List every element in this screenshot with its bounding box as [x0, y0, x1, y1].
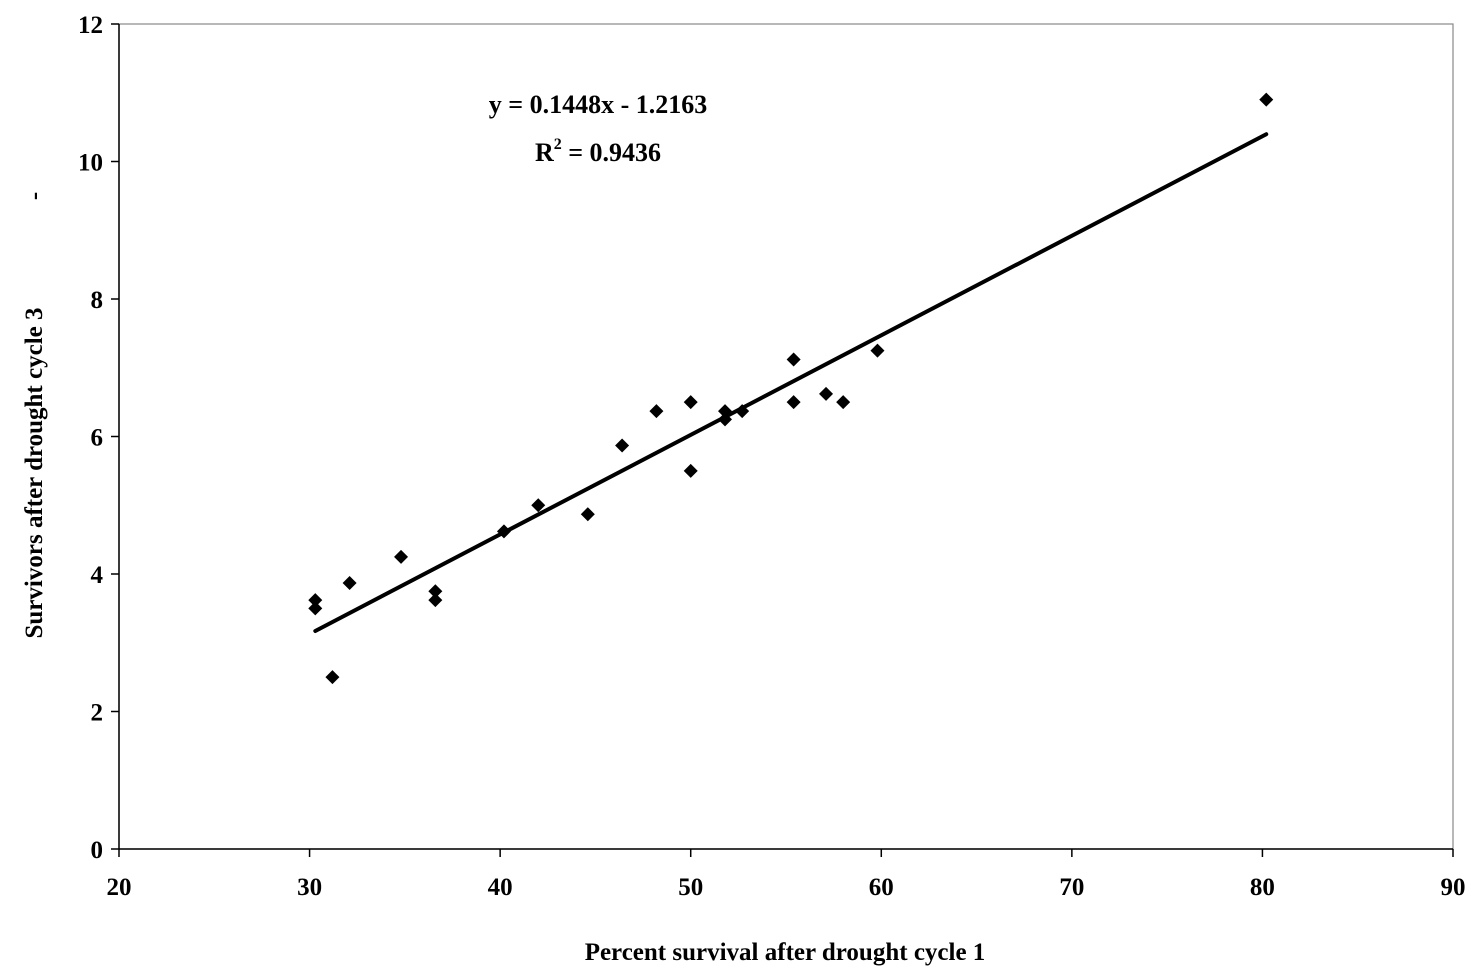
y-axis-title: Survivors after drought cycle 3 — [21, 308, 48, 639]
plot-area-border — [118, 23, 1454, 850]
data-points — [308, 92, 1274, 685]
trendline-equation: y = 0.1448x - 1.2163 — [489, 90, 707, 119]
data-point — [308, 593, 323, 608]
x-tick-label: 30 — [297, 874, 322, 901]
data-point — [580, 507, 595, 522]
y-tick-label: 10 — [78, 150, 103, 177]
data-point — [718, 404, 733, 419]
r-squared-value: = 0.9436 — [562, 138, 661, 167]
data-point — [428, 584, 443, 599]
data-point — [786, 352, 801, 367]
y-tick-label: 4 — [91, 562, 104, 589]
data-point — [819, 386, 834, 401]
y-tick-label: 0 — [91, 837, 104, 864]
x-tick-label: 50 — [678, 874, 703, 901]
ticks: 20 30 40 50 60 70 80 90 0 2 4 6 8 10 12 — [78, 12, 1466, 901]
data-point — [786, 395, 801, 410]
x-tick-label: 40 — [488, 874, 513, 901]
x-tick-label: 20 — [107, 874, 132, 901]
trendline — [313, 132, 1269, 633]
trendline-group — [313, 132, 1269, 633]
y-axis-title-extra: - — [21, 192, 48, 200]
x-axis-title: Percent survival after drought cycle 1 — [585, 939, 986, 966]
data-point — [308, 601, 323, 616]
r-squared-superscript: 2 — [554, 136, 562, 153]
r-squared-label: R2 = 0.9436 — [535, 136, 661, 167]
data-point — [342, 575, 357, 590]
x-tick-label: 60 — [869, 874, 894, 901]
data-point — [1259, 92, 1274, 107]
data-point — [870, 343, 885, 358]
data-point — [496, 524, 511, 539]
x-tick-label: 90 — [1441, 874, 1466, 901]
y-tick-label: 2 — [91, 700, 104, 727]
x-tick-label: 70 — [1059, 874, 1084, 901]
r-squared-prefix: R — [535, 138, 554, 167]
data-point — [683, 395, 698, 410]
y-tick-label: 8 — [91, 287, 104, 314]
data-point — [683, 463, 698, 478]
data-point — [531, 498, 546, 513]
data-point — [836, 395, 851, 410]
data-point — [718, 412, 733, 427]
x-tick-label: 80 — [1250, 874, 1275, 901]
data-point — [649, 404, 664, 419]
axes — [118, 23, 1454, 850]
data-point — [735, 404, 750, 419]
y-tick-label: 12 — [78, 12, 103, 39]
data-point — [394, 549, 409, 564]
data-point — [428, 593, 443, 608]
y-tick-label: 6 — [91, 425, 104, 452]
data-point — [325, 670, 340, 685]
data-point — [615, 438, 630, 453]
